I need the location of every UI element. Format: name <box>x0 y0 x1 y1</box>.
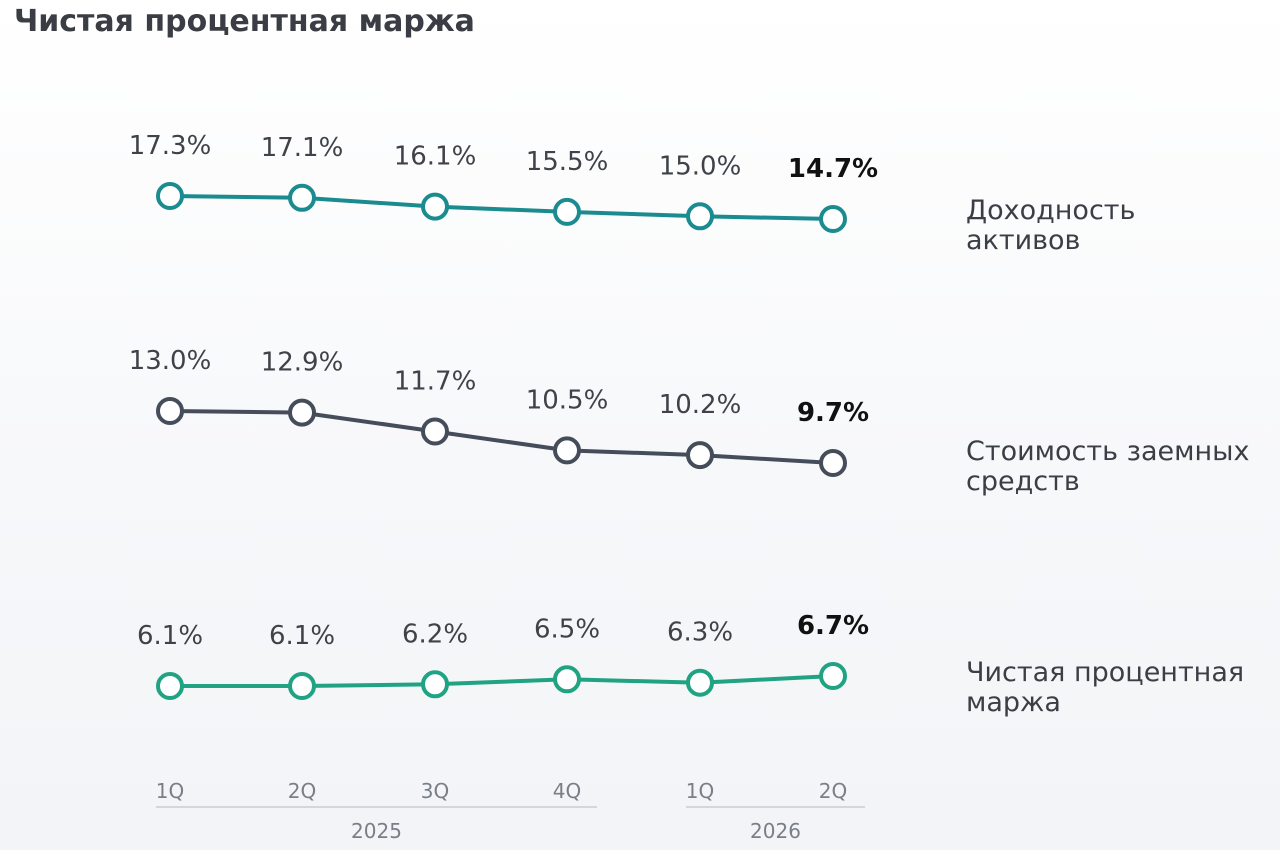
data-point-cost-4 <box>553 436 581 465</box>
series-name-yield-line2: активов <box>966 225 1081 256</box>
x-tick-label-3: 3Q <box>421 779 449 803</box>
data-point-nim-6 <box>819 662 847 690</box>
data-label-nim-1: 6.1% <box>137 621 203 651</box>
data-point-yield-1 <box>156 182 184 210</box>
series-name-cost-line2: средств <box>966 466 1080 497</box>
data-label-cost-6: 9.7% <box>797 398 869 428</box>
data-label-yield-2: 17.1% <box>261 133 344 163</box>
data-label-cost-2: 12.9% <box>261 348 344 378</box>
x-tick-label-1: 1Q <box>156 779 184 803</box>
series-name-cost-line1: Стоимость заемных <box>966 436 1250 467</box>
data-point-nim-2 <box>288 672 316 700</box>
series-name-nim-line2: маржа <box>966 687 1061 718</box>
data-label-nim-2: 6.1% <box>269 621 335 651</box>
x-tick-label-2: 2Q <box>288 779 316 803</box>
series-name-yield-line1: Доходность <box>966 195 1136 226</box>
series-name-cost: Стоимость заемных средств <box>966 437 1249 497</box>
data-point-nim-1 <box>156 672 184 700</box>
data-label-yield-3: 16.1% <box>394 142 477 172</box>
data-label-cost-5: 10.2% <box>659 390 742 420</box>
data-point-nim-5 <box>686 668 714 697</box>
data-label-yield-5: 15.0% <box>659 151 742 181</box>
data-label-nim-3: 6.2% <box>402 619 468 649</box>
data-label-yield-4: 15.5% <box>526 147 609 177</box>
data-label-nim-5: 6.3% <box>667 618 733 648</box>
data-point-cost-1 <box>156 397 184 425</box>
data-point-yield-6 <box>819 205 847 233</box>
x-tick-label-5: 1Q <box>686 779 714 803</box>
data-point-yield-5 <box>686 202 714 231</box>
data-label-nim-4: 6.5% <box>534 614 600 644</box>
data-point-cost-5 <box>686 441 714 470</box>
series-name-nim-line1: Чистая процентная <box>966 657 1245 688</box>
data-label-nim-6: 6.7% <box>797 611 869 641</box>
data-point-cost-2 <box>288 398 316 427</box>
data-label-yield-6: 14.7% <box>788 154 878 184</box>
data-point-yield-2 <box>288 183 316 212</box>
data-point-cost-3 <box>421 417 449 446</box>
data-point-nim-3 <box>421 670 449 699</box>
data-label-yield-1: 17.3% <box>129 131 212 161</box>
data-point-nim-4 <box>553 665 581 694</box>
data-label-cost-4: 10.5% <box>526 385 609 415</box>
data-label-cost-1: 13.0% <box>129 346 212 376</box>
series-line-yield <box>168 194 835 221</box>
data-point-yield-4 <box>553 197 581 226</box>
x-tick-label-4: 4Q <box>553 779 581 803</box>
series-line-cost <box>168 409 835 465</box>
year-label-2025: 2025 <box>351 819 402 843</box>
series-line-nim <box>168 674 835 688</box>
chart-title: Чистая процентная маржа <box>14 4 475 39</box>
data-label-cost-3: 11.7% <box>394 367 477 397</box>
x-tick-label-6: 2Q <box>819 779 847 803</box>
data-point-cost-6 <box>819 449 847 477</box>
series-name-nim: Чистая процентная маржа <box>966 658 1244 718</box>
series-name-yield: Доходность активов <box>966 196 1135 256</box>
year-label-2026: 2026 <box>750 819 801 843</box>
data-point-yield-3 <box>421 192 449 221</box>
